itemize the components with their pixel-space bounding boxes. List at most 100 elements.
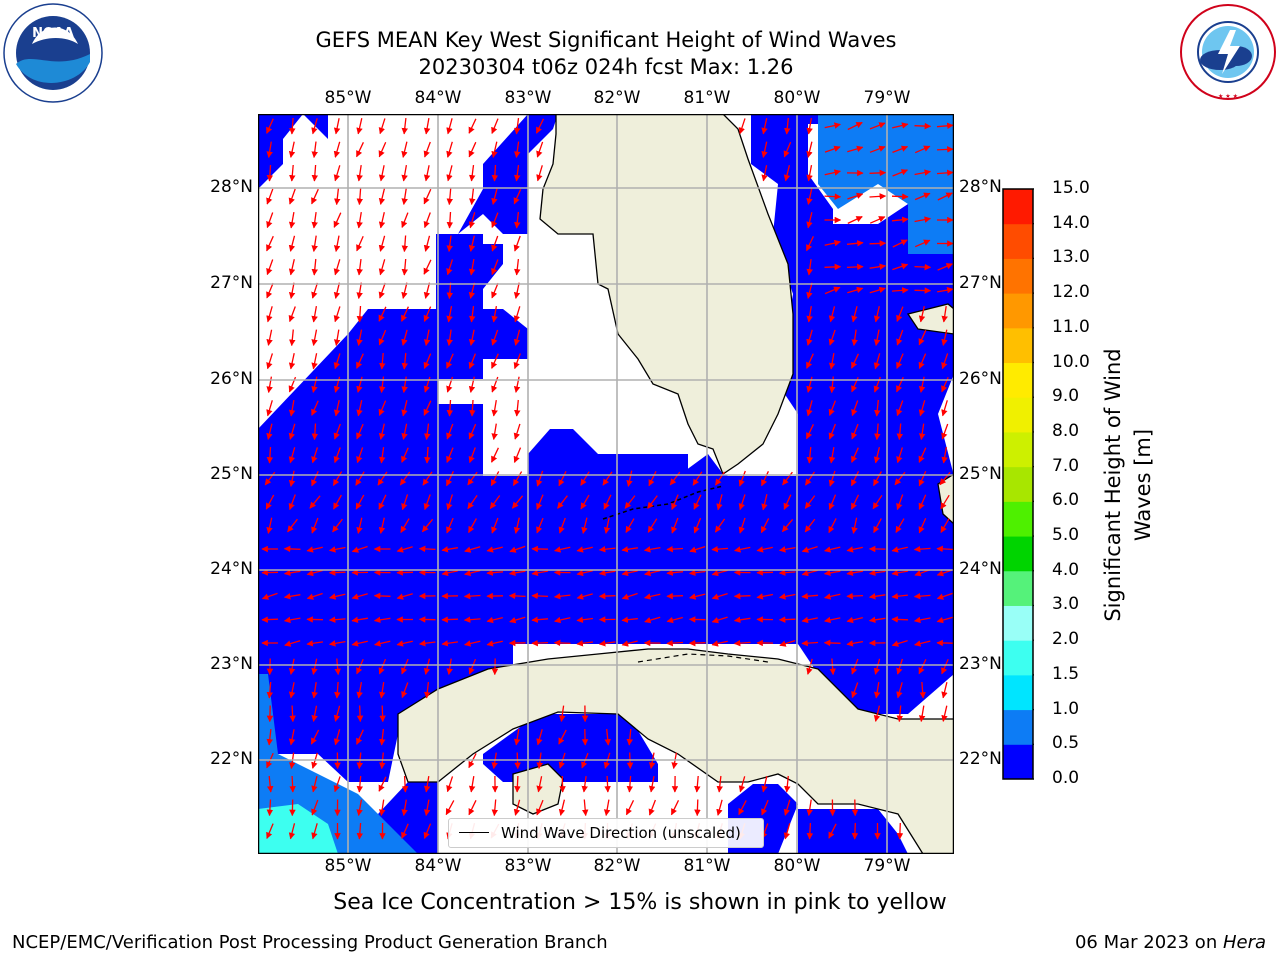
wave-direction-arrow [823,639,841,647]
wave-direction-arrow [513,447,522,464]
wave-direction-arrow [598,640,616,647]
wave-direction-arrow [288,141,296,158]
wave-direction-arrow [873,353,881,370]
wave-direction-arrow [401,823,409,839]
wave-direction-arrow [941,705,948,722]
wave-direction-arrow [486,569,504,576]
wave-direction-arrow [801,592,819,600]
wave-direction-arrow [333,235,341,253]
colorbar-segment [1003,189,1033,225]
wave-direction-arrow [801,545,818,553]
wave-direction-arrow [846,263,864,271]
colorbar-tick-label: 10.0 [1052,351,1090,372]
wave-direction-arrow [738,776,746,793]
footer-date-text: 06 Mar 2023 on [1074,932,1223,953]
wave-direction-arrow [356,305,364,323]
wave-direction-arrow [266,400,273,417]
wave-direction-arrow [603,517,611,534]
wave-direction-arrow [896,447,904,464]
svg-text:★ ★ ★: ★ ★ ★ [1218,93,1238,100]
wave-direction-arrow [869,216,886,224]
colorbar-segment [1003,362,1033,398]
wave-direction-arrow [874,399,881,417]
colorbar-tick-label: 3.0 [1052,594,1080,615]
colorbar-label: Significant Height of Wind Waves [m] [1101,348,1155,622]
wave-direction-arrow [666,616,683,624]
wave-direction-arrow [311,799,319,816]
wave-direction-arrow [311,823,318,840]
wave-direction-arrow [333,776,341,793]
wave-direction-arrow [401,212,409,229]
wave-direction-arrow [311,400,319,416]
wave-direction-arrow [873,471,882,487]
lat-label-right: 28°N [959,177,1002,197]
colorbar-tick-label: 12.0 [1052,282,1090,303]
colorbar-tick-label: 15.0 [1052,178,1090,198]
map-panel [258,114,954,854]
wave-direction-arrow [850,471,860,487]
colorbar [1002,188,1034,780]
wave-direction-arrow [846,546,863,553]
wave-direction-arrow [514,775,521,793]
wave-direction-arrow [513,517,521,534]
wave-direction-arrow [940,494,950,510]
wave-direction-arrow [401,494,409,511]
wave-direction-arrow [288,211,296,229]
wave-direction-arrow [423,259,432,275]
wave-direction-arrow [806,117,813,135]
wave-direction-arrow [378,306,387,322]
wave-direction-arrow [536,141,544,158]
wave-direction-arrow [914,169,932,176]
wave-direction-arrow [446,235,453,253]
wave-direction-arrow [446,118,453,135]
map-frame [258,114,954,854]
wave-direction-arrow [356,729,364,745]
wave-direction-arrow [311,447,319,464]
wave-direction-arrow [356,423,364,440]
wave-direction-arrow [446,447,454,464]
wave-direction-arrow [423,141,431,158]
wave-direction-arrow [806,259,813,276]
wave-direction-arrow [873,705,881,722]
wave-direction-arrow [514,259,521,276]
wave-direction-arrow [869,169,887,177]
wave-direction-arrow [621,640,638,647]
wave-direction-arrow [936,616,953,624]
wave-direction-arrow [356,658,364,675]
wave-direction-arrow [310,729,320,745]
wave-direction-arrow [626,470,633,487]
wave-direction-arrow [311,141,318,159]
colorbar-segment [1003,501,1033,537]
colorbar-segment [1003,466,1033,502]
map-subtitle: 20230304 t06z 024h fcst Max: 1.26 [418,55,794,79]
wave-direction-arrow [266,329,273,346]
wave-direction-arrow [491,799,499,817]
wave-direction-arrow [846,616,863,624]
wave-direction-arrow [469,165,476,182]
wave-direction-arrow [784,117,791,135]
wave-direction-arrow [441,569,458,577]
wave-direction-arrow [373,616,391,624]
wave-direction-arrow [333,729,341,746]
wave-direction-arrow [378,400,387,416]
wave-direction-arrow [558,799,566,816]
wave-direction-arrow [801,616,818,624]
wave-direction-arrow [306,640,323,647]
wave-direction-arrow [847,145,864,153]
wave-direction-arrow [396,593,413,600]
wave-direction-arrow [328,616,346,623]
wave-direction-arrow [941,423,949,440]
wave-direction-arrow [536,776,543,793]
wave-direction-arrow [378,118,386,135]
wave-direction-arrow [265,494,275,510]
wave-direction-arrow [918,705,926,723]
wave-direction-arrow [441,546,459,553]
wave-direction-arrow [824,616,841,624]
wave-direction-arrow [266,799,274,817]
wave-direction-arrow [806,236,814,252]
wave-direction-arrow [734,546,751,553]
wave-direction-arrow [913,616,931,624]
wave-direction-arrow [869,122,886,130]
wave-direction-arrow [423,165,431,182]
wave-direction-arrow [918,423,926,441]
